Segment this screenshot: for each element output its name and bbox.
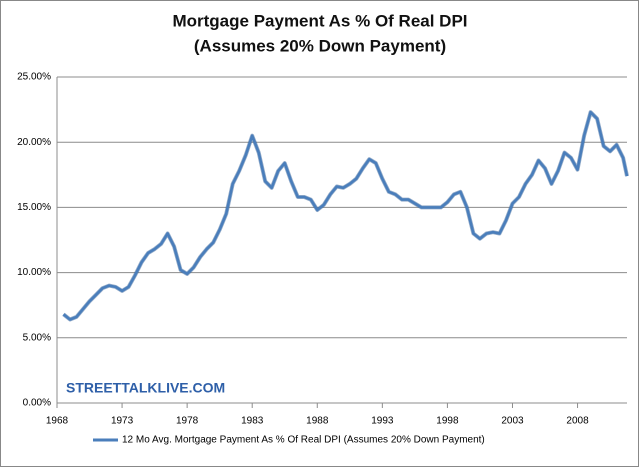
series-line [62,110,629,321]
x-tick-label: 1988 [306,416,329,427]
y-tick-label: 20.00% [17,137,51,148]
x-tick-label: 1983 [241,416,264,427]
legend-label: 12 Mo Avg. Mortgage Payment As % Of Real… [122,435,485,446]
x-tick-label: 2003 [501,416,524,427]
y-tick-label: 10.00% [17,267,51,278]
x-tick-label: 1973 [111,416,134,427]
x-tick-label: 1978 [176,416,199,427]
x-tick-label: 1968 [46,416,69,427]
x-tick-label: 1993 [371,416,394,427]
chart-title: Mortgage Payment As % Of Real DPI [172,11,467,30]
x-tick-label: 2008 [566,416,589,427]
y-tick-label: 25.00% [17,72,51,83]
watermark: STREETTALKLIVE.COM [66,380,225,396]
x-tick-label: 1998 [436,416,459,427]
y-tick-label: 5.00% [23,332,51,343]
chart-subtitle: (Assumes 20% Down Payment) [194,36,446,55]
y-tick-label: 15.00% [17,202,51,213]
y-tick-label: 0.00% [23,398,51,409]
